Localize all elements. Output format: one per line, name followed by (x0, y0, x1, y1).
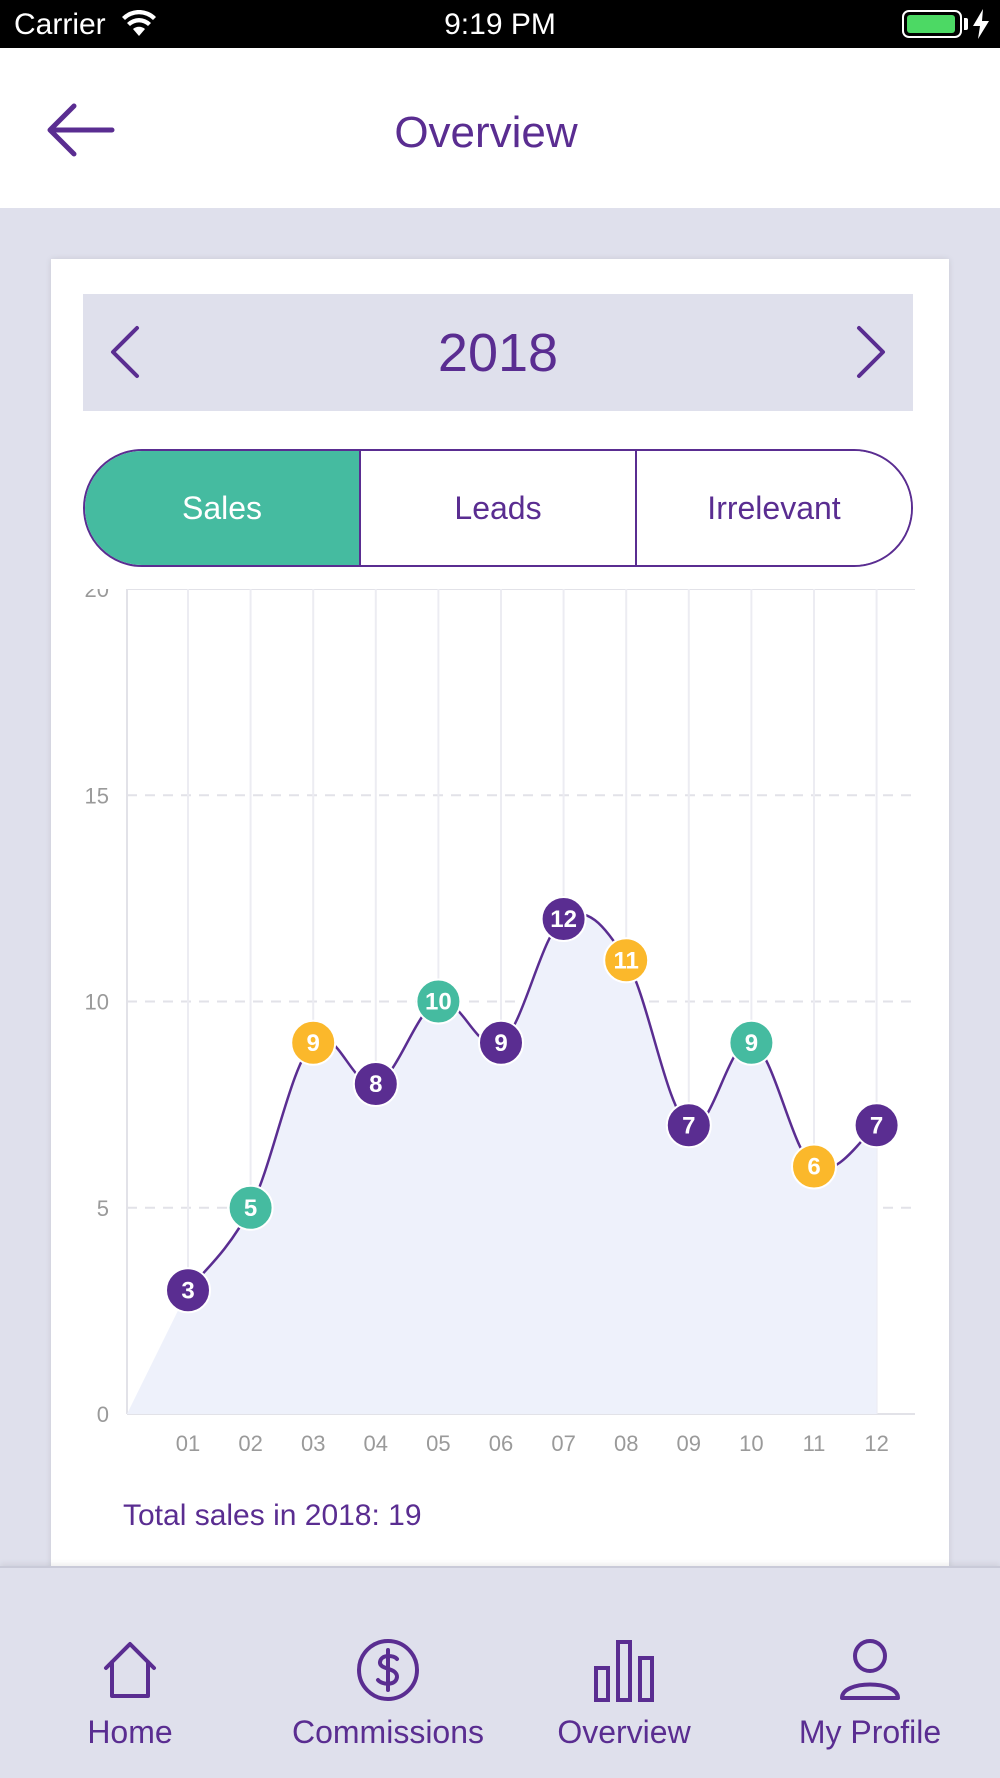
battery-icon (902, 10, 962, 38)
y-tick-label: 5 (97, 1196, 109, 1221)
x-tick-label: 08 (614, 1431, 638, 1456)
data-label: 3 (181, 1277, 194, 1304)
data-label: 5 (244, 1195, 257, 1222)
data-label: 9 (745, 1030, 758, 1057)
data-point (603, 937, 650, 984)
tab-commissions[interactable]: Commissions (263, 1568, 513, 1778)
chart-area (127, 913, 877, 1414)
carrier-label: Carrier (14, 8, 106, 41)
segment-sales[interactable]: Sales (85, 451, 359, 565)
segmented-control: Sales Leads Irrelevant (83, 449, 913, 567)
home-icon (104, 1642, 156, 1698)
data-label: 11 (614, 947, 639, 974)
chevron-right-icon[interactable] (851, 324, 891, 380)
tab-overview-label: Overview (557, 1714, 691, 1750)
y-tick-label: 0 (97, 1402, 109, 1427)
data-point (290, 1019, 337, 1066)
data-point (352, 1061, 399, 1107)
x-tick-label: 04 (364, 1431, 388, 1456)
y-tick-label: 10 (85, 990, 109, 1015)
data-label: 12 (550, 906, 577, 933)
tab-commissions-label: Commissions (291, 1714, 485, 1750)
x-tick-label: 03 (301, 1431, 325, 1456)
x-tick-label: 05 (426, 1431, 450, 1456)
data-label: 8 (369, 1071, 382, 1098)
dollar-circle-icon (357, 1639, 419, 1701)
x-tick-label: 07 (551, 1431, 575, 1456)
y-tick-label: 20 (85, 589, 109, 602)
segment-leads[interactable]: Leads (359, 451, 635, 565)
year-selector: 2018 (83, 294, 913, 411)
data-label: 7 (870, 1112, 883, 1139)
data-point (415, 978, 462, 1025)
charging-icon (973, 9, 989, 39)
data-point (540, 896, 587, 942)
data-point (227, 1184, 274, 1231)
data-label: 9 (307, 1030, 320, 1057)
year-label: 2018 (437, 323, 559, 383)
data-label: 10 (425, 989, 452, 1016)
data-label: 9 (494, 1030, 507, 1057)
x-tick-label: 12 (864, 1431, 888, 1456)
segment-irrelevant[interactable]: Irrelevant (635, 451, 911, 565)
tab-profile-label: My Profile (798, 1714, 942, 1750)
tab-home-label: Home (87, 1714, 173, 1750)
tab-bar: Home Commissions Overview My Profile (0, 1566, 1000, 1778)
data-point (665, 1102, 712, 1149)
user-icon (840, 1639, 900, 1700)
y-tick-label: 15 (85, 783, 109, 808)
x-tick-label: 02 (238, 1431, 262, 1456)
bar-chart-icon (594, 1640, 654, 1702)
x-tick-label: 09 (677, 1431, 701, 1456)
tab-home[interactable]: Home (5, 1568, 255, 1778)
battery-tip (964, 18, 968, 30)
data-label: 6 (807, 1154, 820, 1181)
tab-overview[interactable]: Overview (499, 1568, 749, 1778)
data-point (478, 1019, 524, 1066)
nav-header: Overview (0, 48, 1000, 208)
total-sales-label: Total sales in 2018: 19 (123, 1499, 422, 1532)
status-bar: Carrier 9:19 PM (0, 0, 1000, 48)
x-tick-label: 06 (489, 1431, 513, 1456)
x-tick-label: 10 (739, 1431, 763, 1456)
tab-profile[interactable]: My Profile (745, 1568, 995, 1778)
x-tick-label: 11 (803, 1431, 826, 1456)
back-arrow-icon[interactable] (44, 98, 116, 162)
data-point (853, 1102, 900, 1149)
data-point (728, 1019, 775, 1066)
data-point (791, 1143, 837, 1190)
page-title: Overview (394, 108, 578, 157)
x-tick-label: 01 (176, 1431, 200, 1456)
wifi-icon (122, 10, 156, 36)
overview-card: 2018 Sales Leads Irrelevant 0 5 10 15 20 01 02… (51, 259, 949, 1569)
chevron-left-icon[interactable] (105, 324, 145, 380)
data-label: 7 (682, 1112, 695, 1139)
clock: 9:19 PM (444, 8, 556, 41)
data-point (165, 1267, 211, 1314)
